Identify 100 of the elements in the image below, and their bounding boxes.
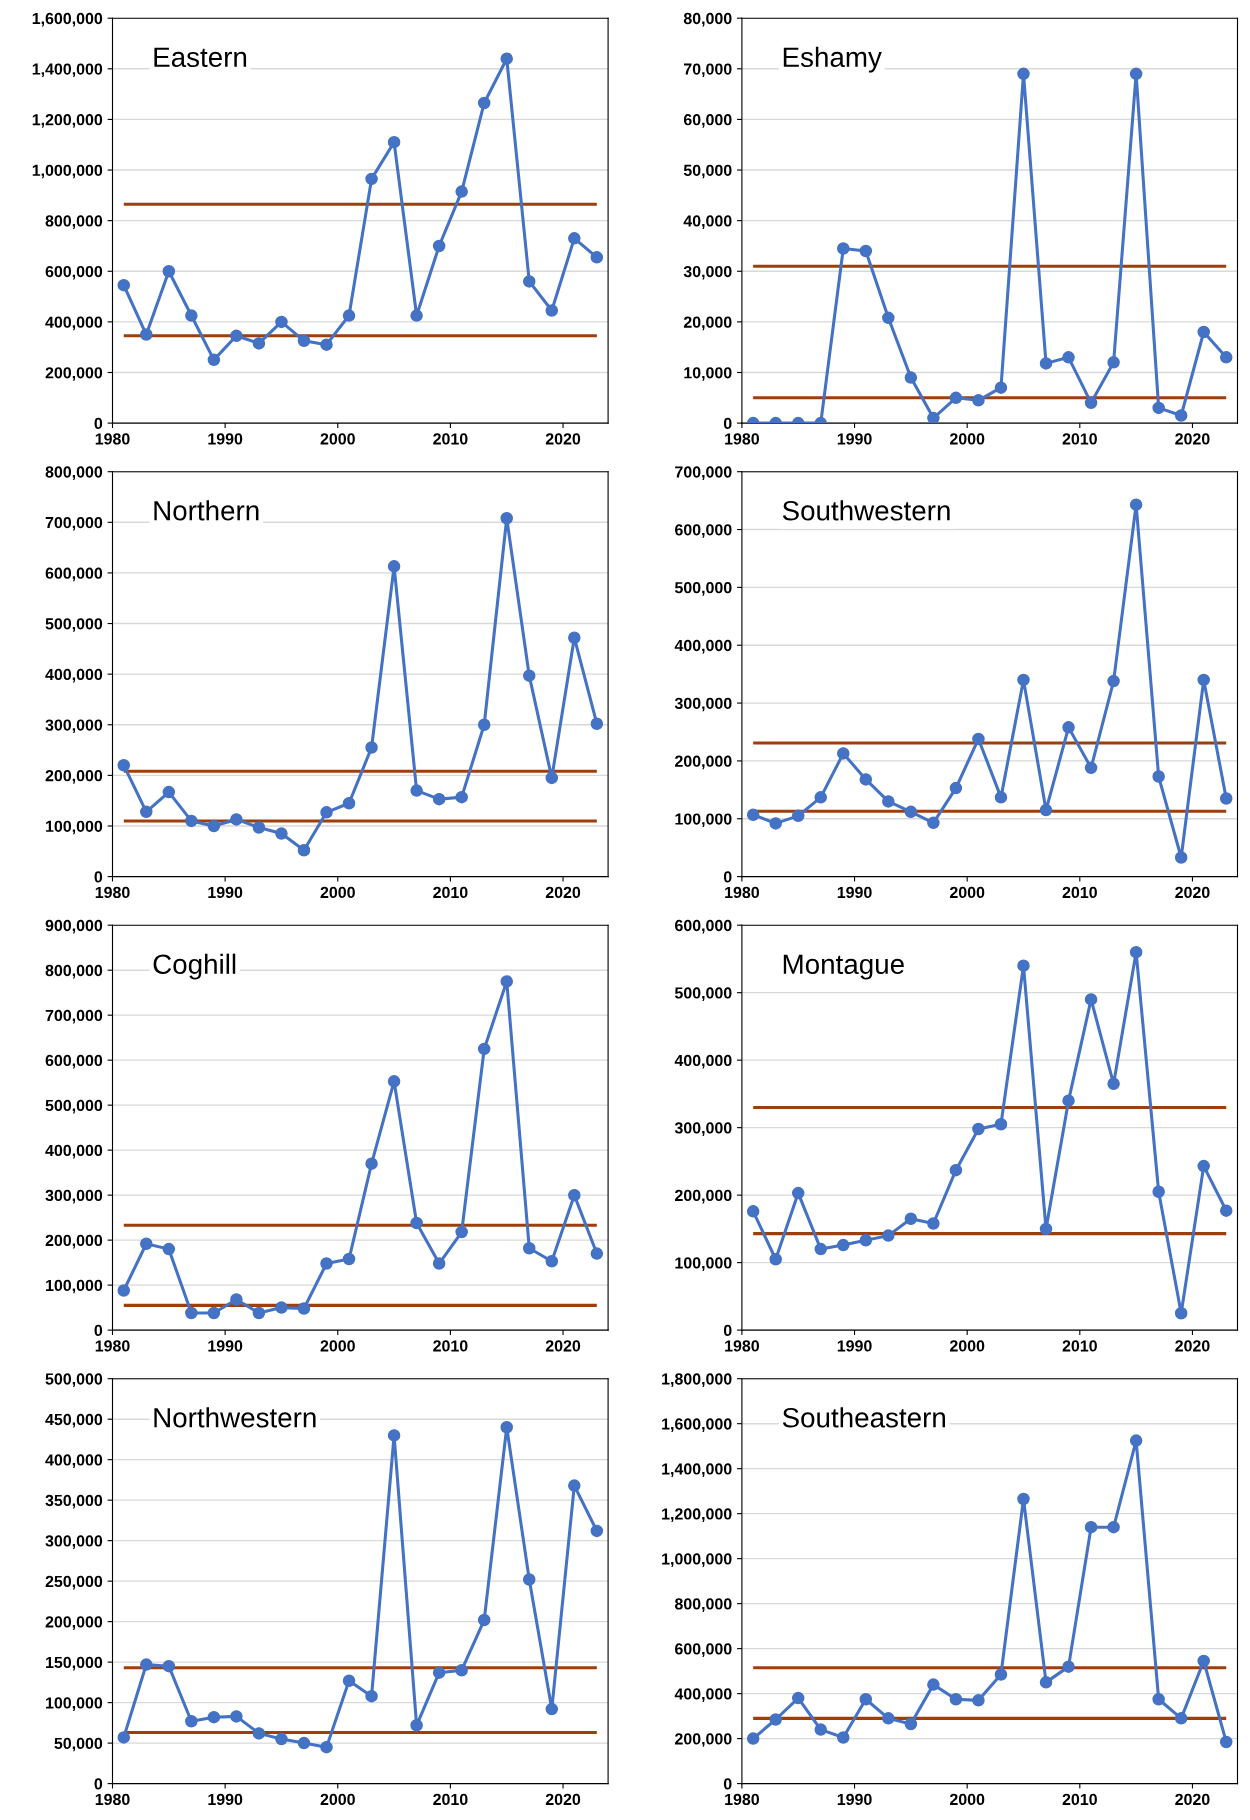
point (972, 1122, 985, 1136)
point (1219, 792, 1233, 805)
y-tick-label: 100,000 (46, 1279, 103, 1294)
y-tick-label: 900,000 (45, 919, 103, 934)
point (252, 1727, 266, 1740)
x-tick-label: 2000 (949, 1340, 985, 1352)
text: Southwestern (782, 500, 950, 521)
x-tick-label: 2010 (1062, 1340, 1097, 1352)
point (904, 371, 918, 384)
point (140, 328, 153, 341)
y-tick-label: 600,000 (675, 524, 732, 538)
point (342, 309, 356, 322)
point (410, 1216, 423, 1230)
point (1039, 1222, 1053, 1236)
point (972, 394, 985, 407)
point (590, 1247, 604, 1260)
y-tick-label: 20,000 (683, 316, 732, 331)
point (522, 1241, 536, 1255)
point (432, 1257, 446, 1270)
point (837, 1731, 850, 1744)
point (275, 827, 288, 840)
x-tick-label: 2020 (545, 886, 581, 899)
y-tick-label: 1,600,000 (662, 1418, 732, 1432)
point (117, 1284, 131, 1297)
point (545, 771, 559, 785)
point (297, 844, 311, 857)
point (568, 1188, 581, 1202)
x-tick-label: 2000 (320, 433, 355, 445)
point (455, 185, 468, 198)
y-tick-label: 400,000 (45, 1454, 103, 1468)
point (365, 1689, 378, 1703)
point (297, 1302, 311, 1315)
point (500, 975, 513, 988)
point (252, 1306, 266, 1320)
y-tick-label: 500,000 (674, 582, 732, 596)
x-tick-label: 2000 (949, 1793, 985, 1806)
point (1129, 498, 1143, 511)
y-tick-label: 0 (94, 1778, 103, 1790)
point (365, 741, 378, 754)
point (882, 795, 895, 808)
x-tick-label: 1990 (208, 886, 243, 899)
x-tick-label: 1990 (208, 1793, 243, 1806)
point (117, 759, 131, 772)
point (207, 819, 221, 833)
y-tick-label: 500,000 (674, 987, 732, 1001)
point (387, 1075, 401, 1088)
point (1084, 761, 1098, 775)
text: Montague (783, 954, 904, 980)
point (859, 1692, 873, 1706)
point (477, 718, 491, 732)
point (1062, 1094, 1075, 1107)
point (500, 512, 513, 525)
y-tick-label: 0 (94, 871, 103, 883)
point (949, 1692, 963, 1706)
point (252, 821, 266, 834)
point (814, 1242, 828, 1256)
point (1084, 396, 1098, 410)
point (297, 1736, 311, 1750)
x-tick-label: 2010 (1062, 886, 1097, 899)
point (568, 232, 581, 245)
point (1219, 1735, 1233, 1749)
y-tick-label: 200,000 (675, 755, 732, 770)
x-tick-label: 2000 (949, 433, 985, 445)
x-tick-label: 2010 (433, 1340, 468, 1352)
point (387, 560, 401, 573)
point (590, 251, 604, 264)
point (837, 1238, 850, 1252)
y-tick-label: 400,000 (674, 1054, 732, 1069)
y-tick-label: 600,000 (45, 265, 103, 280)
point (522, 275, 536, 288)
point (837, 747, 850, 760)
point (162, 1659, 176, 1673)
point (1107, 1077, 1120, 1091)
y-tick-label: 700,000 (675, 466, 732, 480)
point (522, 1573, 536, 1586)
y-tick-label: 0 (94, 1324, 103, 1337)
point (746, 1205, 760, 1218)
y-tick-label: 40,000 (683, 215, 732, 229)
point (791, 809, 805, 823)
point (904, 1717, 918, 1731)
text: Coghill (153, 953, 236, 980)
y-tick-label: 300,000 (674, 697, 732, 712)
point (882, 1712, 895, 1725)
point (432, 792, 446, 806)
y-tick-label: 200,000 (675, 1733, 732, 1747)
x-tick-label: 2000 (320, 1340, 355, 1352)
point (1107, 356, 1120, 369)
point (1017, 673, 1030, 687)
point (927, 1217, 940, 1230)
point (904, 1212, 918, 1226)
y-tick-label: 1,200,000 (662, 1508, 732, 1522)
y-tick-label: 400,000 (45, 316, 103, 331)
y-tick-label: 200,000 (45, 1616, 103, 1630)
point (1219, 1204, 1233, 1217)
point (1039, 357, 1053, 370)
point (1197, 1654, 1210, 1668)
y-tick-label: 50,000 (54, 1737, 103, 1752)
point (230, 1293, 243, 1306)
point (746, 808, 760, 821)
y-tick-label: 300,000 (674, 1122, 732, 1136)
